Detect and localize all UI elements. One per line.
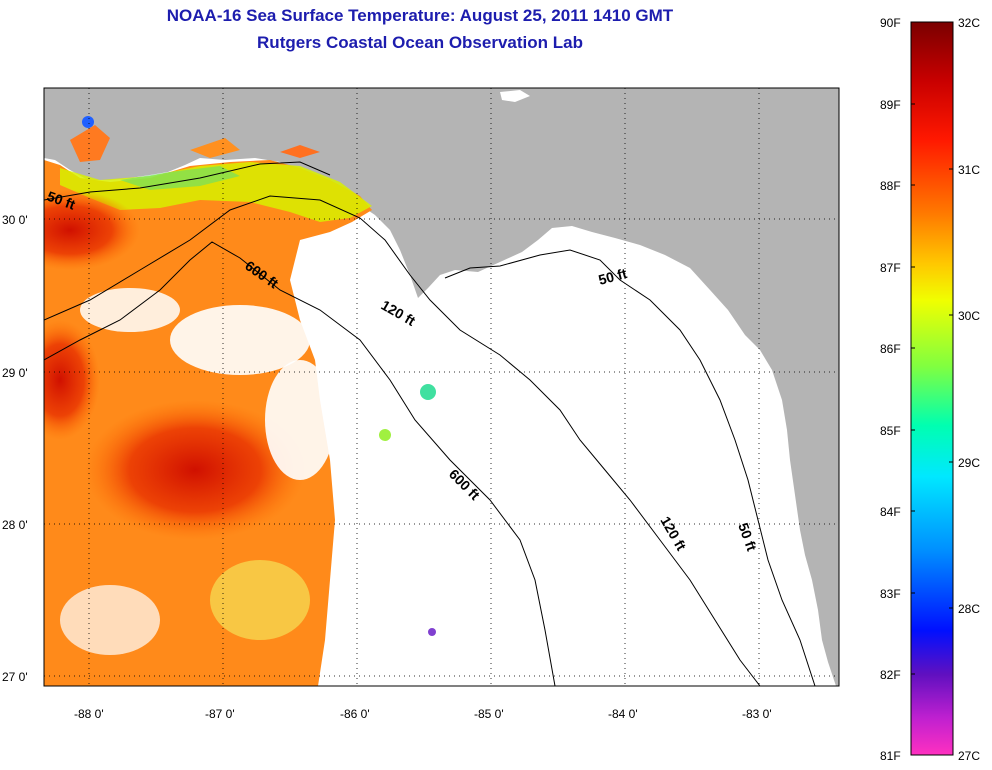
lon-tick-label: -86 0' [340,707,370,721]
map-subtitle: Rutgers Coastal Ocean Observation Lab [257,33,583,52]
colorbar-scale [910,21,954,756]
colorbar-f-label: 89F [880,98,901,112]
colorbar-f-label: 88F [880,179,901,193]
lat-tick-label: 30 0' [2,213,28,227]
isobath-600ft [44,241,556,686]
lon-tick-label: -83 0' [742,707,772,721]
lon-axis-labels: -88 0' -87 0' -86 0' -85 0' -84 0' -83 0… [74,707,772,721]
colorbar-f-label: 85F [880,424,901,438]
colorbar-c-label: 32C [958,16,980,30]
colorbar-f-label: 84F [880,505,901,519]
colorbar-c-label: 27C [958,749,980,763]
map-frame [43,87,840,687]
colorbar: 90F 89F 88F 87F 86F 85F 84F 83F 82F 81F … [880,16,980,763]
isobath-50ft [44,161,816,686]
lat-tick-label: 29 0' [2,366,28,380]
colorbar-c-label: 29C [958,456,980,470]
lon-tick-label: -84 0' [608,707,638,721]
lon-tick-label: -87 0' [205,707,235,721]
isobath-120ft [44,195,761,686]
land-mass [44,88,839,686]
colorbar-f-label: 90F [880,16,901,30]
lat-tick-label: 27 0' [2,670,28,684]
colorbar-c-label: 28C [958,602,980,616]
lon-tick-label: -88 0' [74,707,104,721]
nearshore-cool-band [60,162,372,222]
colorbar-f-label: 86F [880,342,901,356]
colorbar-c-label: 31C [958,163,980,177]
colorbar-f-label: 81F [880,749,901,763]
lat-axis-labels: 30 0' 29 0' 28 0' 27 0' [2,213,28,684]
colorbar-c-label: 30C [958,309,980,323]
colorbar-f-label: 82F [880,668,901,682]
lon-tick-label: -85 0' [474,707,504,721]
map-title: NOAA-16 Sea Surface Temperature: August … [166,6,674,25]
colorbar-f-label: 87F [880,261,901,275]
colorbar-f-label: 83F [880,587,901,601]
lat-tick-label: 28 0' [2,518,28,532]
contour-label: 50 ft [597,265,629,288]
